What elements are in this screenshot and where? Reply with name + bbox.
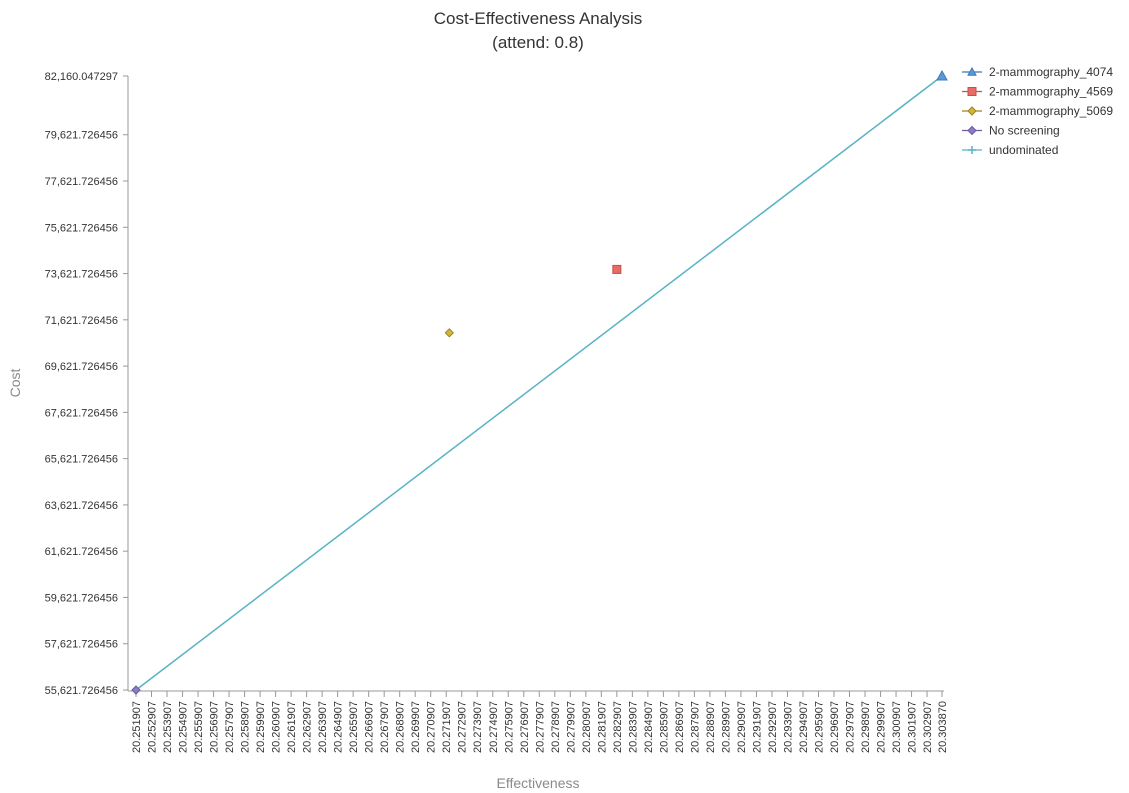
x-tick-label: 20.269907 <box>410 701 422 753</box>
y-tick-label: 69,621.726456 <box>45 361 118 373</box>
y-tick-label: 55,621.726456 <box>45 685 118 697</box>
x-tick-label: 20.259907 <box>255 701 267 753</box>
y-tick-label: 82,160.047297 <box>45 71 118 83</box>
x-tick-label: 20.276907 <box>519 701 531 753</box>
y-tick-label: 65,621.726456 <box>45 454 118 466</box>
legend: 2-mammography_4074 2-mammography_4569 2-ma… <box>962 65 1113 157</box>
point-2-mammography-4569 <box>612 264 622 274</box>
x-tick-label: 20.251907 <box>131 701 143 753</box>
x-tick-label: 20.287907 <box>689 701 701 753</box>
x-tick-label: 20.274907 <box>488 701 500 753</box>
x-tick-label: 20.295907 <box>813 701 825 753</box>
x-tick-label: 20.280907 <box>581 701 593 753</box>
y-axis-title: Cost <box>7 369 23 398</box>
x-tick-label: 20.289907 <box>720 701 732 753</box>
legend-marker-triangle-icon <box>967 66 977 76</box>
x-axis-ticks: 20.251907 20.252907 20.253907 20.254907 20.2… <box>131 691 949 753</box>
x-tick-label: 20.271907 <box>441 701 453 753</box>
x-tick-label: 20.260907 <box>271 701 283 753</box>
x-tick-label: 20.266907 <box>364 701 376 753</box>
x-tick-label: 20.263907 <box>317 701 329 753</box>
legend-item-2-mammography-4074[interactable]: 2-mammography_4074 <box>962 65 1113 79</box>
y-tick-label: 63,621.726456 <box>45 500 118 512</box>
x-tick-label: 20.282907 <box>612 701 624 753</box>
y-tick-label: 79,621.726456 <box>45 130 118 142</box>
legend-label: 2-mammography_4569 <box>989 85 1113 99</box>
y-tick-label: 73,621.726456 <box>45 269 118 281</box>
y-tick-label: 71,621.726456 <box>45 315 118 327</box>
x-tick-label: 20.288907 <box>705 701 717 753</box>
x-tick-label: 20.301907 <box>907 701 919 753</box>
x-tick-label: 20.270907 <box>426 701 438 753</box>
x-tick-label: 20.290907 <box>736 701 748 753</box>
y-tick-label: 77,621.726456 <box>45 176 118 188</box>
point-no-screening <box>131 685 141 695</box>
x-tick-label: 20.284907 <box>643 701 655 753</box>
y-axis-ticks: 55,621.726456 57,621.726456 59,621.726456 6… <box>45 71 128 697</box>
x-tick-label: 20.262907 <box>302 701 314 753</box>
x-tick-label: 20.252907 <box>147 701 159 753</box>
y-tick-label: 67,621.726456 <box>45 407 118 419</box>
legend-label: 2-mammography_4074 <box>989 65 1113 79</box>
x-tick-label: 20.285907 <box>658 701 670 753</box>
x-tick-label: 20.272907 <box>457 701 469 753</box>
x-tick-label: 20.302907 <box>922 701 934 753</box>
x-tick-label: 20.258907 <box>240 701 252 753</box>
legend-marker-square-icon <box>967 87 977 96</box>
x-tick-label: 20.265907 <box>348 701 360 753</box>
legend-item-2-mammography-4569[interactable]: 2-mammography_4569 <box>962 85 1113 99</box>
x-tick-label: 20.296907 <box>829 701 841 753</box>
x-tick-label: 20.261907 <box>286 701 298 753</box>
y-tick-label: 75,621.726456 <box>45 222 118 234</box>
x-tick-label: 20.293907 <box>782 701 794 753</box>
plot-series <box>131 69 948 695</box>
x-tick-label: 20.303870 <box>937 701 949 753</box>
legend-item-no-screening[interactable]: No screening <box>962 124 1060 138</box>
x-tick-label: 20.277907 <box>534 701 546 753</box>
chart-title: Cost-Effectiveness Analysis <box>434 9 643 28</box>
x-axis-title: Effectiveness <box>496 775 579 791</box>
point-2-mammography-4074 <box>936 69 948 81</box>
x-tick-label: 20.300907 <box>891 701 903 753</box>
y-tick-label: 59,621.726456 <box>45 592 118 604</box>
x-tick-label: 20.297907 <box>845 701 857 753</box>
legend-label: No screening <box>989 124 1060 138</box>
x-tick-label: 20.283907 <box>627 701 639 753</box>
x-tick-label: 20.275907 <box>503 701 515 753</box>
x-tick-label: 20.256907 <box>209 701 221 753</box>
x-tick-label: 20.281907 <box>596 701 608 753</box>
x-tick-label: 20.279907 <box>565 701 577 753</box>
x-tick-label: 20.292907 <box>767 701 779 753</box>
chart-subtitle: (attend: 0.8) <box>492 33 584 52</box>
x-tick-label: 20.291907 <box>751 701 763 753</box>
y-tick-label: 61,621.726456 <box>45 546 118 558</box>
x-tick-label: 20.267907 <box>379 701 391 753</box>
x-tick-label: 20.253907 <box>162 701 174 753</box>
legend-marker-plus-icon <box>968 146 976 154</box>
x-tick-label: 20.268907 <box>395 701 407 753</box>
x-tick-label: 20.299907 <box>876 701 888 753</box>
point-2-mammography-5069 <box>444 328 455 338</box>
x-tick-label: 20.294907 <box>798 701 810 753</box>
x-tick-label: 20.255907 <box>193 701 205 753</box>
x-tick-label: 20.264907 <box>333 701 345 753</box>
x-tick-label: 20.254907 <box>178 701 190 753</box>
x-tick-label: 20.286907 <box>674 701 686 753</box>
legend-marker-diamond-icon <box>967 125 977 136</box>
legend-marker-diamond-icon <box>967 106 977 116</box>
x-tick-label: 20.257907 <box>224 701 236 753</box>
x-tick-label: 20.278907 <box>550 701 562 753</box>
legend-label: undominated <box>989 143 1058 157</box>
legend-label: 2-mammography_5069 <box>989 104 1113 118</box>
y-tick-label: 57,621.726456 <box>45 639 118 651</box>
legend-item-undominated[interactable]: undominated <box>962 143 1058 157</box>
x-tick-label: 20.273907 <box>472 701 484 753</box>
x-tick-label: 20.298907 <box>860 701 872 753</box>
legend-item-2-mammography-5069[interactable]: 2-mammography_5069 <box>962 104 1113 118</box>
undominated-frontier-line <box>135 75 943 691</box>
